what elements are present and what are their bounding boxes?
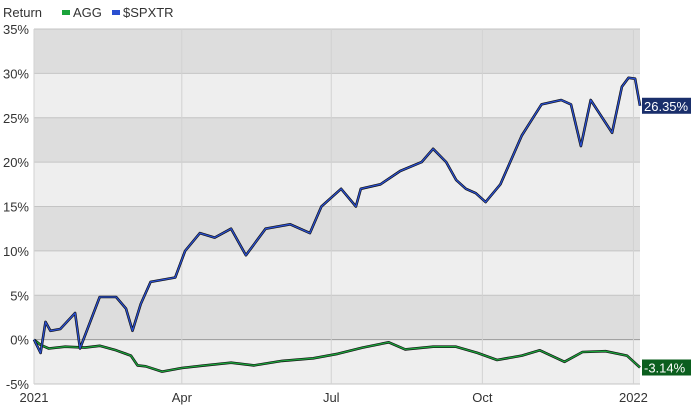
y-tick-label: 10%	[3, 244, 29, 259]
series-line-spxtr	[33, 77, 641, 354]
y-tick-label: 35%	[3, 22, 29, 37]
x-tick-label: 2022	[619, 390, 648, 405]
legend-label-spxtr[interactable]: $SPXTR	[123, 5, 174, 20]
legend-swatch-spxtr	[112, 10, 120, 15]
grid-lines	[33, 28, 640, 385]
y-tick-label: 25%	[3, 111, 29, 126]
y-axis-title: Return	[3, 5, 42, 20]
y-tick-label: 20%	[3, 155, 29, 170]
y-tick-label: 15%	[3, 200, 29, 215]
plot-band	[34, 117, 640, 163]
end-value-badge	[642, 359, 691, 376]
x-tick-label: Apr	[172, 390, 193, 405]
plot-bands	[34, 29, 640, 384]
y-tick-label: 5%	[10, 288, 29, 303]
plot-band	[34, 29, 640, 74]
plot-band	[34, 250, 640, 296]
end-value-badge	[642, 97, 691, 114]
legend-label-agg[interactable]: AGG	[73, 5, 102, 20]
plot-band	[34, 339, 640, 384]
plot-band	[34, 206, 640, 251]
series-line-agg	[33, 339, 641, 373]
plot-band	[34, 73, 640, 118]
legend-swatch-agg	[62, 10, 70, 15]
x-tick-label: 2021	[20, 390, 49, 405]
y-tick-label: 30%	[3, 66, 29, 81]
y-axis: 35% 30% 25% 20% 15% 10% 5% 0% -5%	[3, 22, 29, 392]
plot-band	[34, 162, 640, 207]
series-lines	[32, 76, 642, 373]
legend: Return AGG $SPXTR	[3, 5, 174, 20]
plot-band	[34, 295, 640, 340]
end-labels: -3.14% 26.35%	[642, 97, 691, 376]
x-tick-label: Jul	[323, 390, 340, 405]
y-tick-label: 0%	[10, 333, 29, 348]
end-value-label: -3.14%	[644, 360, 686, 375]
y-tick-label: -5%	[6, 377, 30, 392]
x-axis: 2021 Apr Jul Oct 2022	[20, 390, 648, 405]
end-value-label: 26.35%	[644, 99, 689, 114]
x-tick-label: Oct	[472, 390, 493, 405]
